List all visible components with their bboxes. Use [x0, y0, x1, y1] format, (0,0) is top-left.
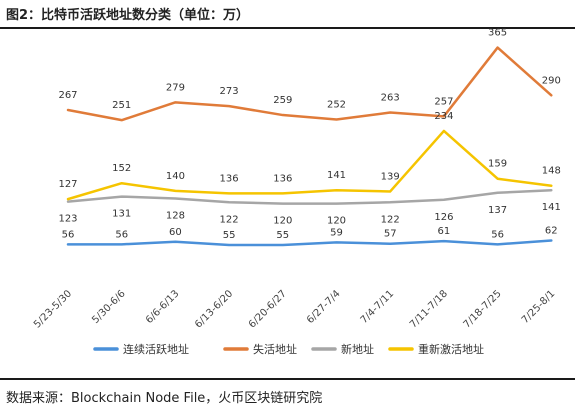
x-tick-label: 5/30-6/6 — [90, 288, 128, 326]
data-label: 123 — [58, 214, 77, 225]
data-label: 263 — [381, 93, 400, 104]
top-rule — [0, 27, 575, 29]
data-label: 159 — [488, 159, 507, 170]
data-label: 56 — [62, 229, 75, 240]
x-tick-label: 7/18-7/25 — [462, 288, 504, 330]
data-label: 57 — [384, 229, 397, 240]
data-label: 136 — [220, 173, 239, 184]
data-label: 267 — [58, 90, 77, 101]
data-label: 56 — [491, 229, 504, 240]
data-label: 136 — [273, 173, 292, 184]
data-label: 152 — [112, 163, 131, 174]
data-label: 141 — [327, 170, 346, 181]
data-label: 120 — [327, 216, 346, 227]
series-line-2 — [66, 188, 553, 205]
x-tick-label: 6/20-6/27 — [247, 288, 289, 330]
x-tick-label: 5/23-5/30 — [32, 288, 74, 330]
data-label: 55 — [223, 230, 236, 241]
data-label: 55 — [276, 230, 289, 241]
data-label: 290 — [542, 75, 561, 86]
series-line-1 — [66, 46, 553, 122]
data-label: 127 — [58, 179, 77, 190]
data-label: 365 — [488, 28, 507, 39]
data-label: 122 — [381, 214, 400, 225]
data-label: 140 — [166, 171, 185, 182]
data-label: 251 — [112, 100, 131, 111]
legend-label: 新地址 — [341, 342, 374, 356]
x-tick-label: 7/25-8/1 — [520, 288, 558, 326]
line-chart: 56 56 60 55 55 59 57 61 56 62 267 251 279 273 259 252 26… — [32, 28, 561, 356]
data-label: 126 — [434, 212, 453, 223]
data-label: 257 — [434, 96, 453, 107]
data-label: 122 — [220, 214, 239, 225]
data-label: 139 — [381, 171, 400, 182]
data-label: 137 — [488, 205, 507, 216]
x-tick-label: 6/6-6/13 — [144, 288, 182, 326]
x-tick-label: 6/13-6/20 — [193, 288, 235, 330]
data-label: 141 — [542, 202, 561, 213]
data-label: 61 — [438, 226, 451, 237]
series-line-3 — [66, 129, 553, 201]
chart-title: 图2：比特币活跃地址数分类（单位：万） — [6, 8, 250, 23]
bottom-rule — [0, 378, 575, 380]
legend-label: 连续活跃地址 — [123, 342, 189, 356]
data-label: 59 — [330, 227, 343, 238]
data-label: 131 — [112, 209, 131, 220]
data-label: 62 — [545, 226, 558, 237]
data-label: 279 — [166, 82, 185, 93]
data-label: 273 — [220, 86, 239, 97]
data-label: 60 — [169, 227, 182, 238]
x-tick-label: 7/11-7/18 — [408, 288, 450, 330]
x-tick-label: 7/4-7/11 — [359, 288, 397, 326]
data-label: 148 — [542, 166, 561, 177]
data-label: 128 — [166, 210, 185, 221]
data-label: 120 — [273, 216, 292, 227]
data-label: 234 — [434, 111, 453, 122]
series-line-0 — [66, 239, 553, 247]
data-label: 252 — [327, 100, 346, 111]
data-label: 259 — [273, 95, 292, 106]
legend-label: 重新激活地址 — [418, 342, 484, 356]
source-note: 数据来源：Blockchain Node File，火币区块链研究院 — [6, 391, 323, 406]
x-tick-label: 6/27-7/4 — [305, 288, 343, 326]
data-label: 56 — [115, 229, 128, 240]
legend-label: 失活地址 — [253, 342, 297, 356]
